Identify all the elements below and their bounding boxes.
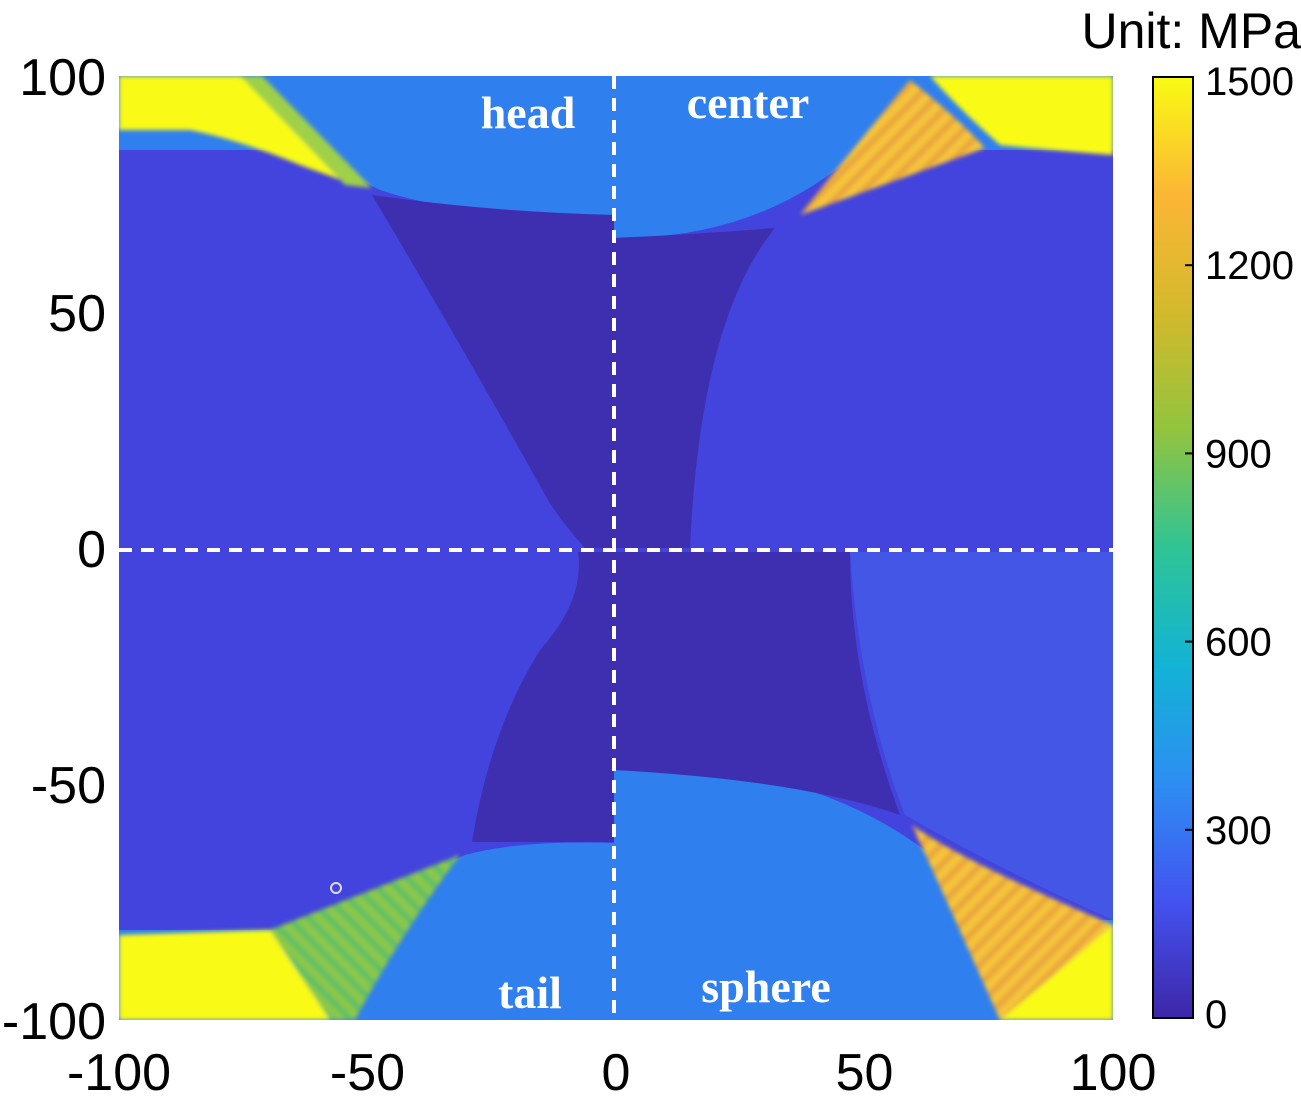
marker-circle	[330, 882, 342, 894]
x-tick-label: -100	[67, 1044, 171, 1096]
quadrant-label-sphere: sphere	[701, 961, 831, 1012]
colorbar-tick-label: 600	[1205, 621, 1272, 665]
x-tick-label: 50	[836, 1044, 894, 1096]
dark-region-bottom-right	[614, 552, 900, 815]
x-axis-ticks: -100 -50 0 50 100	[67, 1044, 1156, 1096]
y-tick-label: 100	[19, 49, 106, 107]
colorbar-tick-label: 1200	[1205, 244, 1294, 288]
dark-region-bottom-left	[472, 552, 614, 842]
corner-top-left	[119, 76, 372, 188]
heatmap-field	[119, 76, 1113, 1020]
colorbar-tick-label: 900	[1205, 432, 1272, 476]
x-tick-label: 100	[1070, 1044, 1157, 1096]
colorbar	[1152, 76, 1194, 1019]
colorbar-unit-label: Unit: MPa	[1081, 3, 1301, 59]
x-tick-label: 0	[602, 1044, 631, 1096]
colorbar-tick-label: 300	[1205, 809, 1272, 853]
y-tick-label: 50	[48, 285, 106, 343]
quadrant-label-tail: tail	[498, 967, 562, 1018]
lower-right-wedge	[850, 552, 1113, 920]
dark-region-top-right	[614, 228, 775, 548]
dark-region-top-left	[372, 195, 614, 548]
colorbar-tick-label: 1500	[1205, 60, 1294, 104]
colorbar-tick-label: 0	[1205, 993, 1227, 1037]
y-tick-label: 0	[77, 521, 106, 579]
corner-top-right	[800, 76, 1113, 215]
colorbar-ticks: 0 300 600 900 1200 1500	[1185, 60, 1294, 1037]
x-tick-label: -50	[330, 1044, 405, 1096]
corner-bottom-left	[119, 855, 460, 1020]
top-band	[119, 76, 1113, 239]
quadrant-label-head: head	[481, 87, 576, 138]
corner-bottom-right	[912, 825, 1113, 1020]
y-axis-ticks: 100 50 0 -50 -100	[2, 49, 106, 1051]
y-tick-label: -50	[31, 757, 106, 815]
quadrant-label-center: center	[687, 77, 810, 128]
y-tick-label: -100	[2, 993, 106, 1051]
